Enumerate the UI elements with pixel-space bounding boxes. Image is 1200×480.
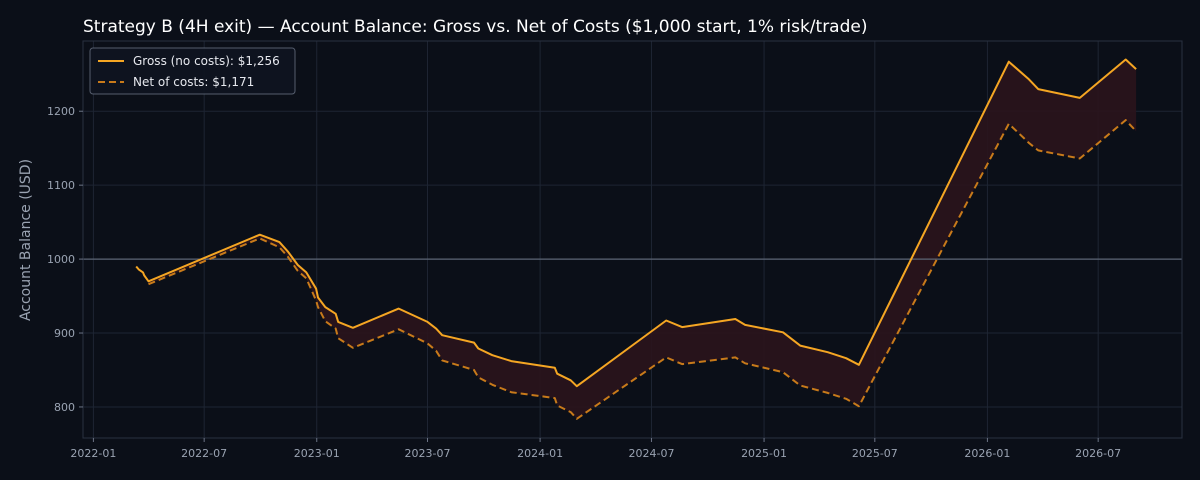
x-tick-label: 2022-07: [181, 447, 227, 460]
y-tick-label: 800: [54, 401, 75, 414]
series-layer: [135, 58, 1137, 420]
x-tick-label: 2026-01: [964, 447, 1010, 460]
gross-balance-line: [135, 58, 1137, 388]
x-tick-label: 2024-01: [517, 447, 563, 460]
y-tick-label: 1100: [47, 179, 75, 192]
y-tick-label: 1000: [47, 253, 75, 266]
x-tick-label: 2023-07: [405, 447, 451, 460]
y-axis-label: Account Balance (USD): [18, 159, 34, 321]
x-tick-label: 2025-07: [852, 447, 898, 460]
y-tick-label: 900: [54, 327, 75, 340]
gap-fill-layer: [148, 59, 1137, 419]
x-tick-label: 2025-01: [741, 447, 787, 460]
plot-frame: [82, 40, 1183, 439]
x-tick-label: 2022-01: [70, 447, 116, 460]
y-tick-label: 1200: [47, 105, 75, 118]
legend-box: [89, 47, 296, 95]
x-tick-label: 2024-07: [628, 447, 674, 460]
x-tick-label: 2026-07: [1075, 447, 1121, 460]
x-tick-label: 2023-01: [294, 447, 340, 460]
legend: Gross (no costs): $1,256 Net of costs: $1…: [89, 47, 296, 95]
cost-gap-area: [148, 59, 1137, 419]
net-balance-line: [148, 119, 1137, 420]
x-axis: 2022-01 2022-07 2023-01 2023-07 2024-01 2024-…: [70, 438, 1121, 460]
y-axis: 800 900 1000 1100 1200: [47, 105, 83, 414]
legend-label-net: Net of costs: $1,171: [133, 75, 254, 89]
legend-label-gross: Gross (no costs): $1,256: [133, 54, 280, 68]
chart-title: Strategy B (4H exit) — Account Balance: …: [83, 17, 867, 37]
